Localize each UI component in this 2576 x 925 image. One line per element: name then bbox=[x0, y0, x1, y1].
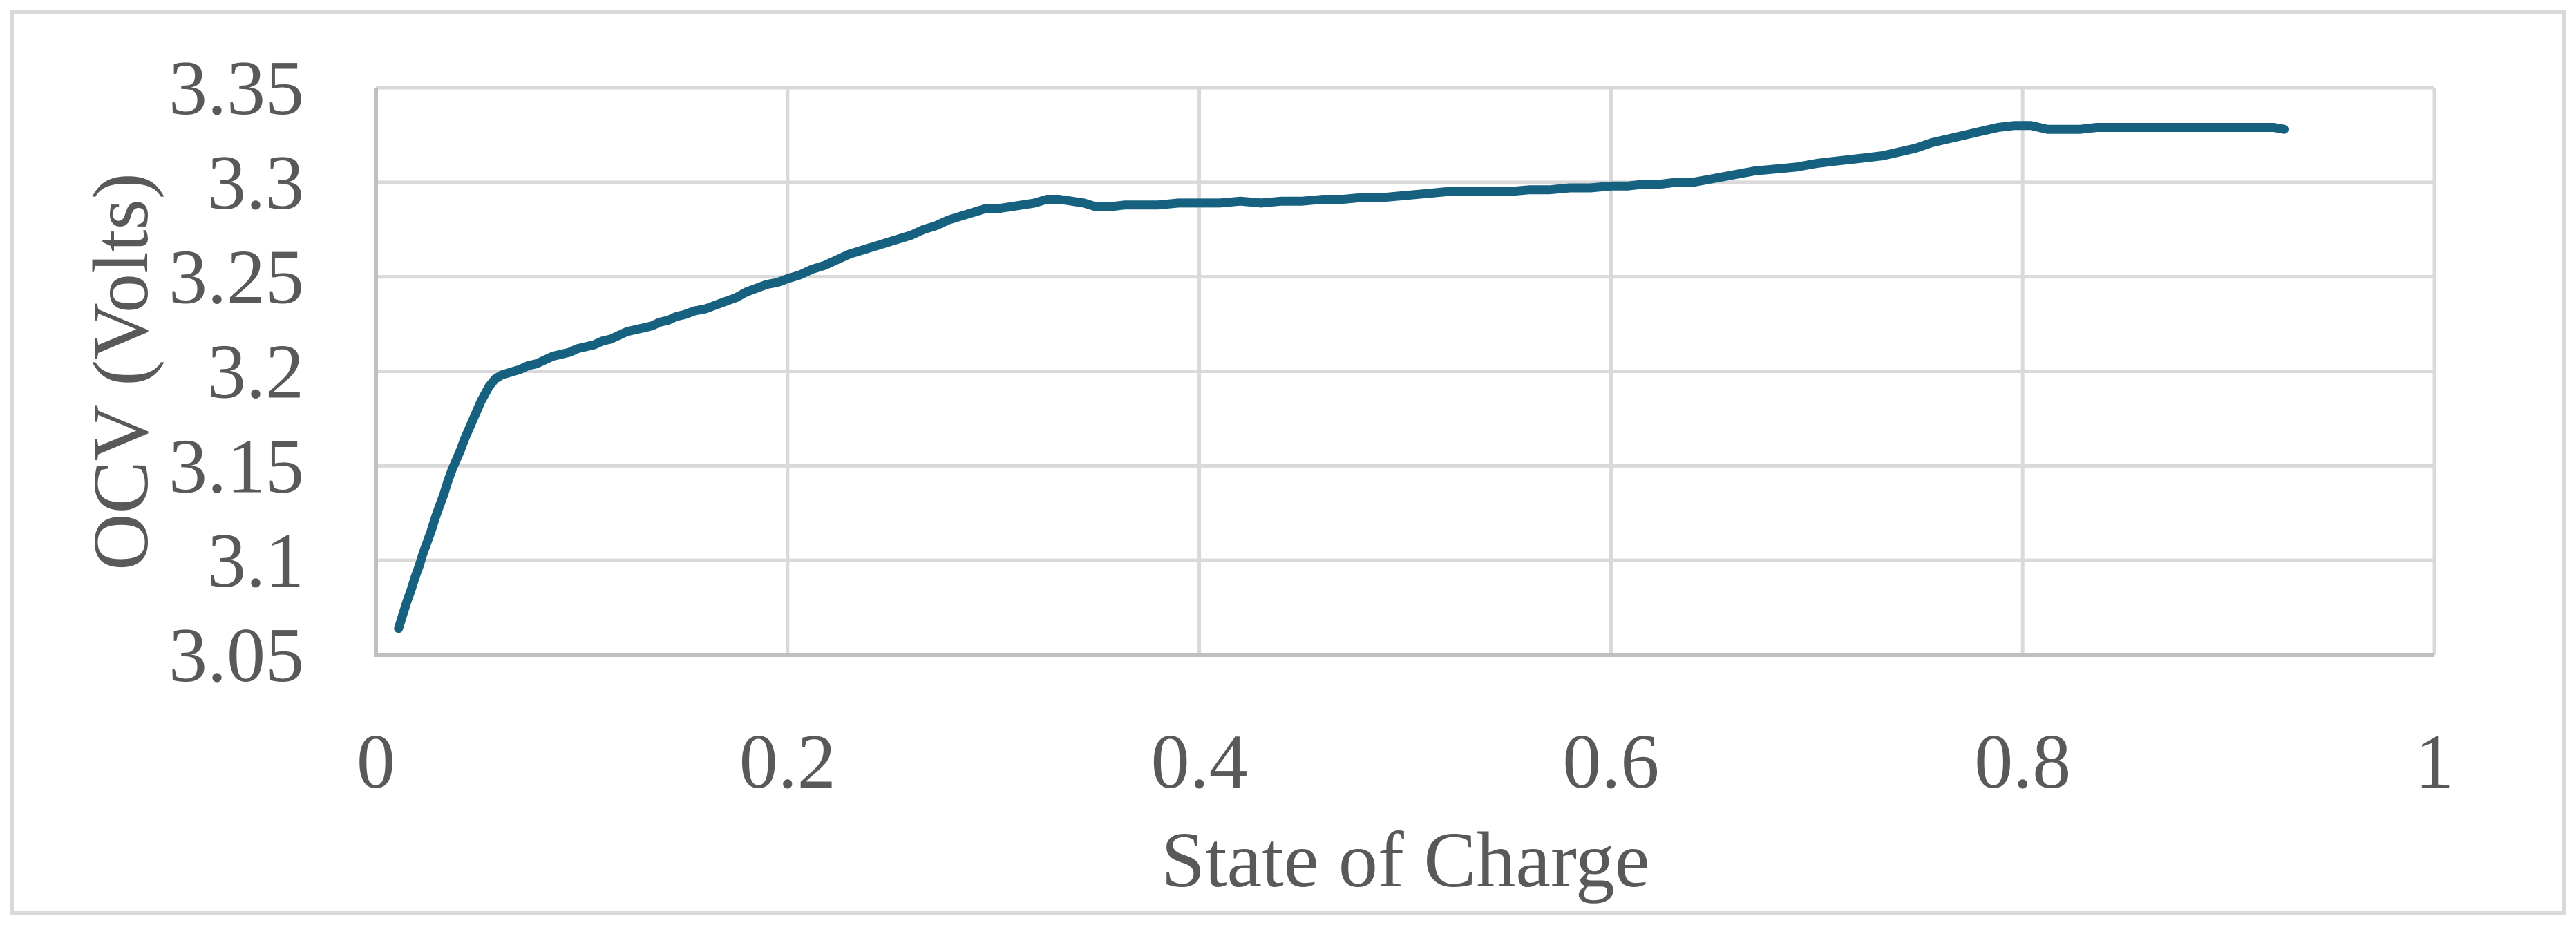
ocv-curve bbox=[394, 121, 2289, 633]
y-tick-label: 3.35 bbox=[169, 46, 304, 131]
y-tick-label: 3.25 bbox=[169, 235, 304, 321]
figure-border bbox=[10, 10, 2566, 915]
y-tick-label: 3.05 bbox=[169, 613, 304, 698]
x-tick-label: 0.6 bbox=[1562, 719, 1659, 805]
y-tick-label: 3.2 bbox=[207, 330, 304, 415]
axis-lines bbox=[374, 88, 2434, 657]
x-tick-label: 0.4 bbox=[1151, 719, 1248, 805]
tick-labels: 3.05 3.1 3.153.2 3.25 3.3 3.35 0 0.2 0.4 0.6 0.8 1 bbox=[169, 46, 2454, 805]
x-tick-label: 0 bbox=[357, 719, 395, 805]
x-tick-label: 1 bbox=[2415, 719, 2454, 805]
x-tick-label: 0.2 bbox=[739, 719, 836, 805]
x-tick-label: 0.8 bbox=[1974, 719, 2071, 805]
gridlines bbox=[376, 86, 2436, 655]
series-group bbox=[394, 121, 2289, 633]
y-tick-label: 3.15 bbox=[169, 423, 304, 509]
y-tick-label: 3.3 bbox=[207, 140, 304, 226]
x-axis-title: State of Charge bbox=[1161, 816, 1649, 904]
y-axis-title: OCV (Volts) bbox=[77, 173, 164, 570]
y-tick-label: 3.1 bbox=[207, 518, 304, 604]
